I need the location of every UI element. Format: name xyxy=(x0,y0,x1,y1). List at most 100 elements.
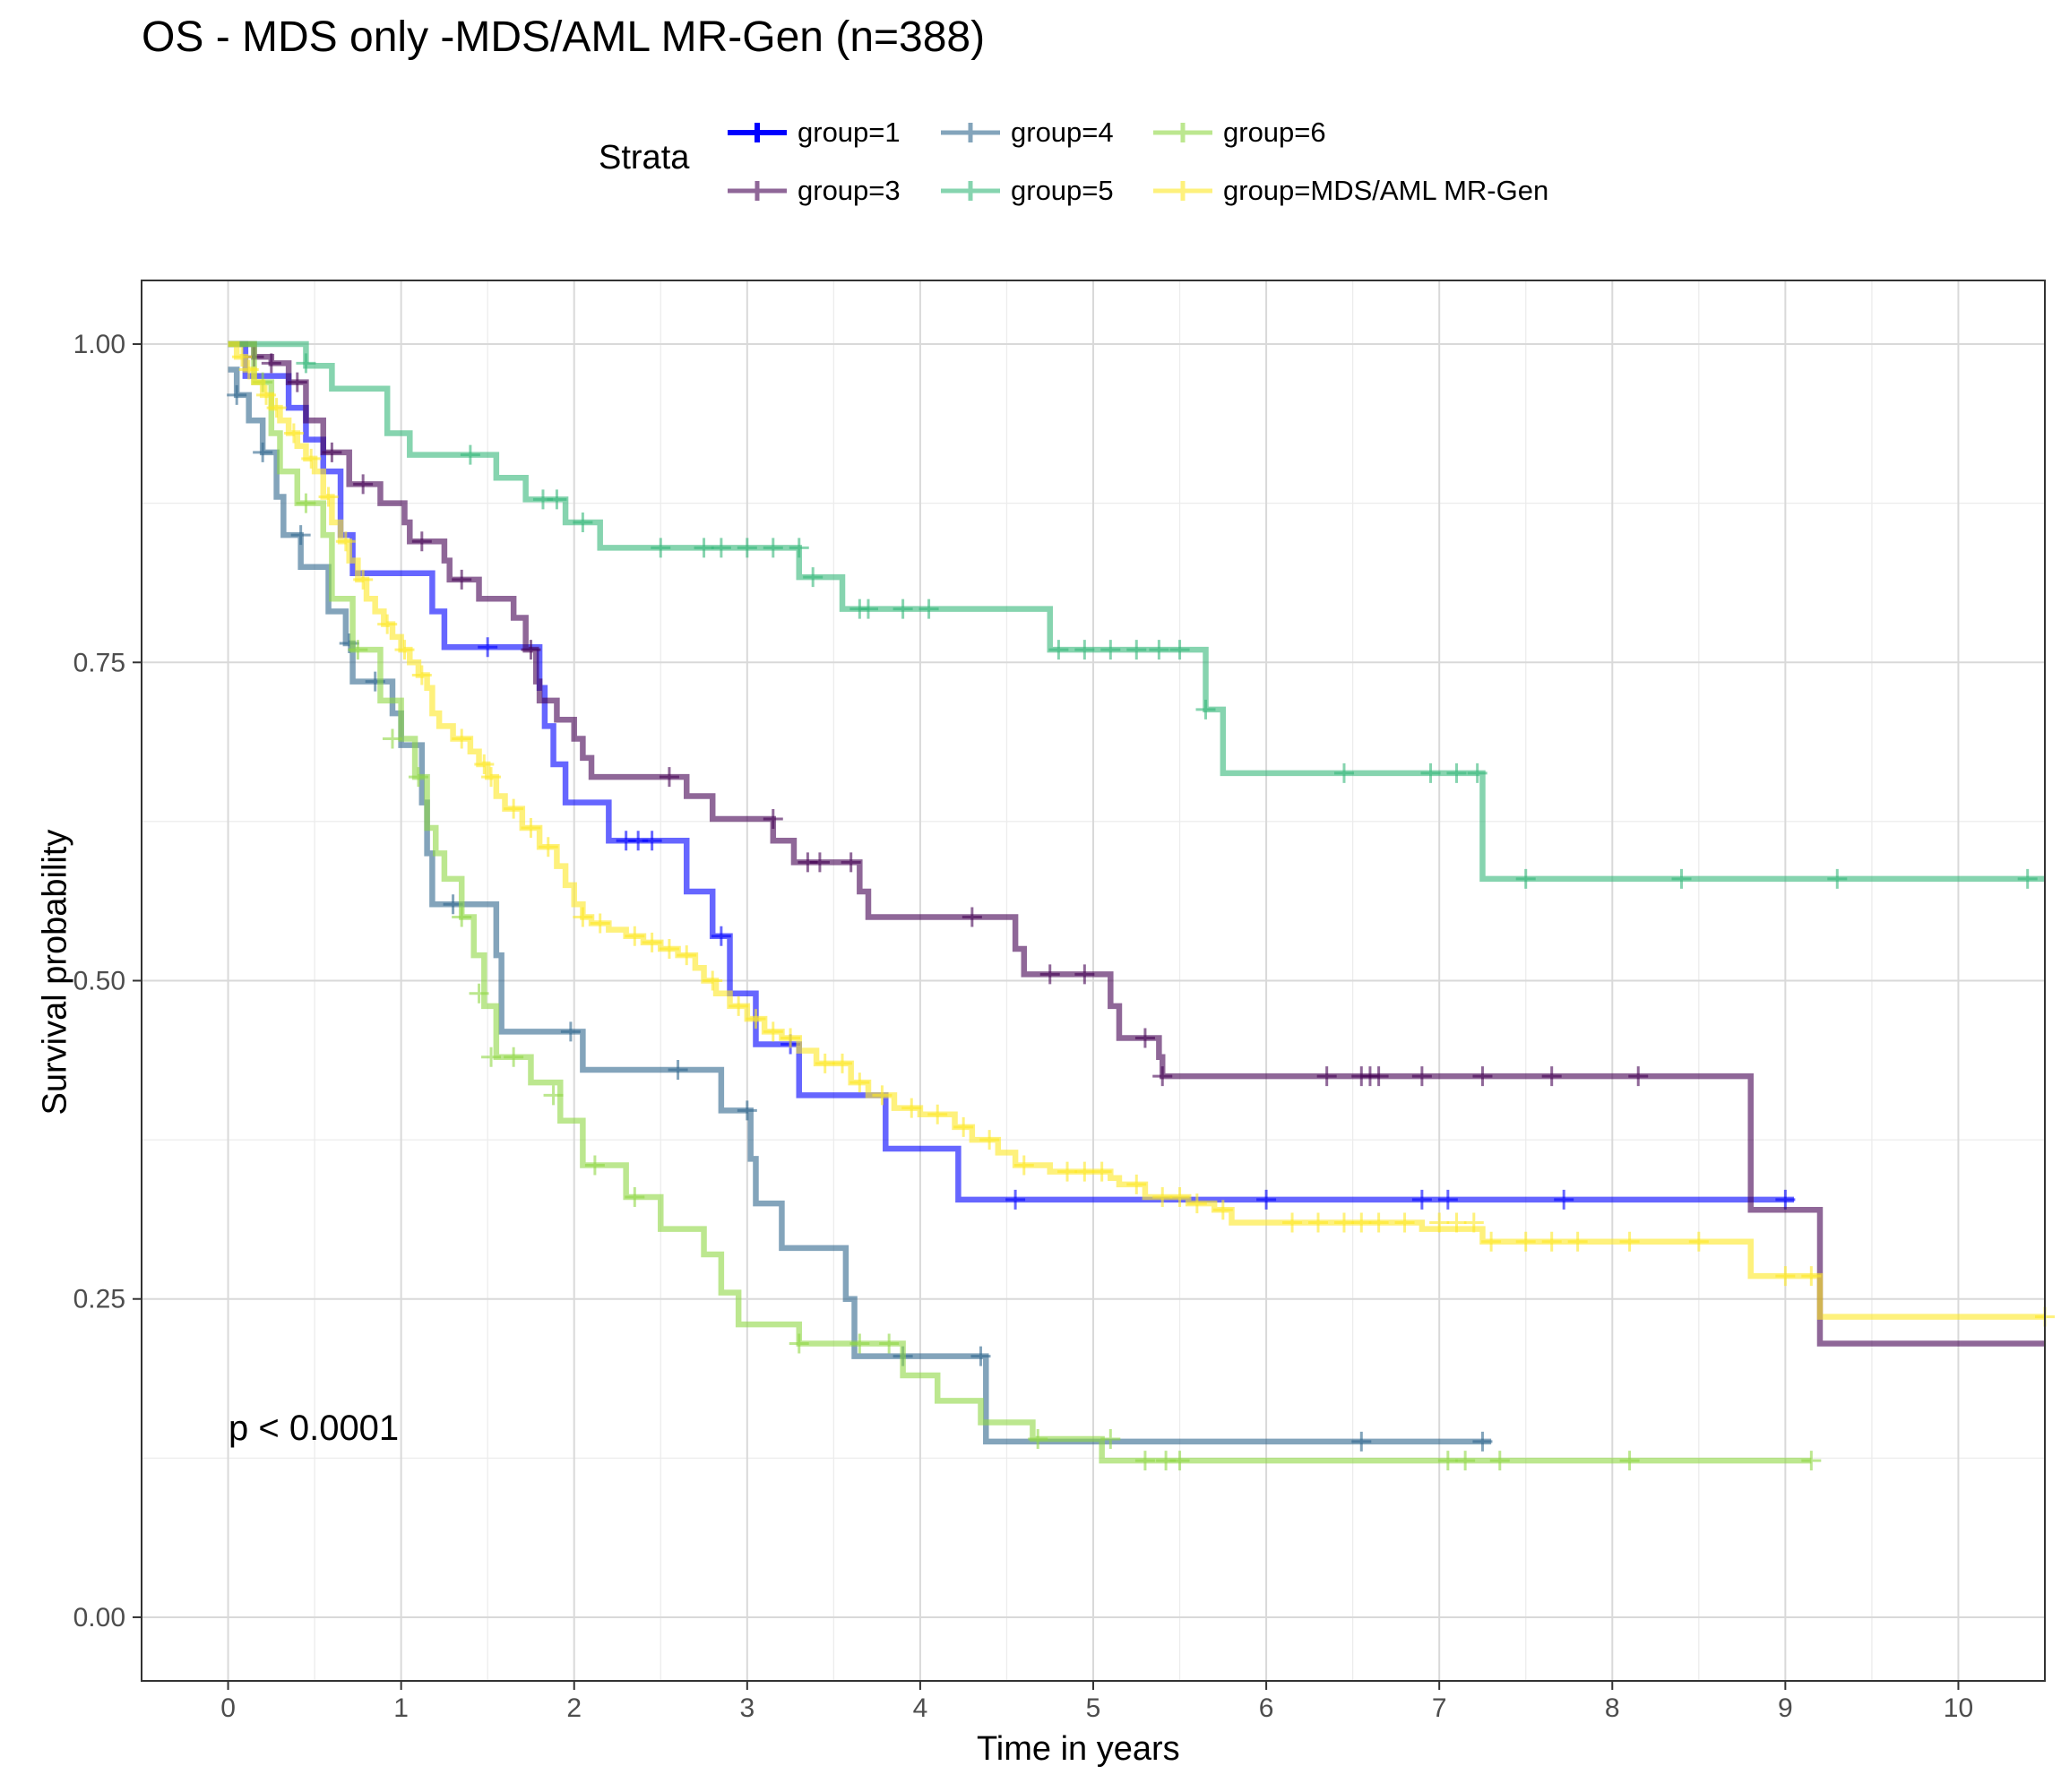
y-axis-title: Survival probability xyxy=(36,829,74,1115)
censor-mark-1 xyxy=(1039,964,1060,985)
censor-mark-5 xyxy=(625,926,645,946)
legend-label: group=3 xyxy=(798,175,901,206)
censor-mark-5 xyxy=(832,1053,853,1073)
censor-mark-5 xyxy=(872,1085,893,1106)
legend-key xyxy=(728,123,787,142)
censor-mark-5 xyxy=(1057,1161,1078,1182)
censor-mark-4 xyxy=(1134,1451,1155,1471)
x-tick-label: 3 xyxy=(739,1693,755,1723)
x-tick-label: 4 xyxy=(913,1693,928,1723)
censor-mark-5 xyxy=(729,995,749,1016)
censor-mark-3 xyxy=(1515,868,1536,889)
censor-mark-4 xyxy=(296,493,316,513)
censor-mark-5 xyxy=(746,1009,766,1030)
censor-mark-1 xyxy=(763,809,783,830)
censor-mark-1 xyxy=(1074,964,1095,985)
chart-title: OS - MDS only -MDS/AML MR-Gen (n=388) xyxy=(142,13,986,61)
x-tick-label: 5 xyxy=(1086,1693,1101,1723)
censor-mark-4 xyxy=(408,767,428,788)
censor-mark-0 xyxy=(1005,1189,1026,1210)
censor-mark-4 xyxy=(504,1047,524,1067)
legend-label: group=1 xyxy=(798,116,901,148)
censor-mark-3 xyxy=(460,444,480,465)
censor-mark-5 xyxy=(1463,1212,1484,1233)
legend-key xyxy=(1153,123,1212,142)
censor-mark-1 xyxy=(1134,1028,1155,1048)
censor-mark-1 xyxy=(1541,1066,1562,1087)
censor-mark-3 xyxy=(803,567,824,588)
censor-mark-1 xyxy=(287,372,307,392)
censor-mark-1 xyxy=(1152,1066,1173,1087)
censor-mark-3 xyxy=(737,538,757,558)
censor-mark-3 xyxy=(1446,762,1467,783)
censor-mark-1 xyxy=(452,569,472,590)
censor-mark-1 xyxy=(962,907,982,927)
censor-mark-1 xyxy=(322,442,342,462)
y-tick-label: 0.75 xyxy=(73,648,125,677)
censor-mark-5 xyxy=(1394,1212,1415,1233)
censor-mark-5 xyxy=(1186,1193,1207,1214)
censor-mark-1 xyxy=(521,640,541,660)
censor-mark-5 xyxy=(927,1104,948,1124)
censor-mark-5 xyxy=(1446,1212,1467,1233)
censor-mark-5 xyxy=(1013,1155,1034,1176)
censor-mark-4 xyxy=(452,907,472,927)
p-value-annotation: p < 0.0001 xyxy=(229,1409,400,1448)
censor-mark-5 xyxy=(1515,1231,1536,1252)
censor-mark-1 xyxy=(1628,1066,1649,1087)
censor-mark-5 xyxy=(1429,1212,1450,1233)
censor-mark-3 xyxy=(1169,640,1190,660)
censor-mark-3 xyxy=(789,538,809,558)
censor-mark-4 xyxy=(1100,1429,1121,1450)
censor-mark-4 xyxy=(1437,1451,1458,1471)
x-tick-label: 10 xyxy=(1944,1693,1973,1723)
censor-mark-5 xyxy=(521,817,541,838)
legend-key xyxy=(941,181,1000,201)
censor-mark-3 xyxy=(893,599,913,619)
censor-mark-0 xyxy=(478,637,498,658)
censor-mark-3 xyxy=(1467,762,1488,783)
censor-mark-5 xyxy=(1481,1231,1502,1252)
censor-mark-3 xyxy=(296,353,316,374)
censor-mark-3 xyxy=(858,599,878,619)
y-tick-label: 0.00 xyxy=(73,1603,125,1633)
censor-mark-1 xyxy=(841,852,861,873)
censor-mark-4 xyxy=(1028,1429,1048,1450)
censor-mark-4 xyxy=(849,1333,870,1354)
censor-mark-2 xyxy=(737,1100,757,1121)
x-tick-label: 6 xyxy=(1259,1693,1274,1723)
censor-mark-3 xyxy=(1333,762,1354,783)
censor-mark-4 xyxy=(382,728,402,749)
censor-mark-0 xyxy=(642,831,662,851)
censor-mark-4 xyxy=(1455,1451,1476,1471)
censor-mark-2 xyxy=(970,1346,991,1366)
survival-curve-1 xyxy=(228,340,2045,1347)
censor-mark-2 xyxy=(290,525,311,546)
censor-mark-1 xyxy=(411,531,432,552)
y-tick-label: 0.25 xyxy=(73,1285,125,1314)
legend-label: group=5 xyxy=(1011,175,1114,206)
censor-mark-5 xyxy=(677,945,697,966)
censor-mark-5 xyxy=(1688,1231,1709,1252)
censor-mark-5 xyxy=(538,837,558,857)
legend-label: group=MDS/AML MR-Gen xyxy=(1223,175,1549,206)
censor-mark-5 xyxy=(318,487,339,507)
y-tick-label: 0.50 xyxy=(73,967,125,996)
censor-mark-2 xyxy=(227,384,247,405)
censor-mark-2 xyxy=(560,1021,581,1042)
censor-mark-5 xyxy=(411,665,432,685)
x-tick-label: 2 xyxy=(566,1693,582,1723)
x-tick-label: 8 xyxy=(1605,1693,1620,1723)
censor-mark-5 xyxy=(394,640,415,660)
censor-mark-2 xyxy=(1472,1431,1493,1452)
censor-mark-3 xyxy=(763,538,783,558)
censor-mark-5 xyxy=(1169,1187,1190,1208)
censor-mark-3 xyxy=(1149,640,1169,660)
censor-mark-5 xyxy=(238,359,259,380)
censor-mark-5 xyxy=(283,423,304,444)
censor-mark-2 xyxy=(253,442,273,462)
censor-mark-1 xyxy=(659,767,679,788)
censor-mark-5 xyxy=(1775,1266,1796,1287)
censor-mark-4 xyxy=(1489,1451,1510,1471)
censor-mark-5 xyxy=(763,1021,783,1042)
